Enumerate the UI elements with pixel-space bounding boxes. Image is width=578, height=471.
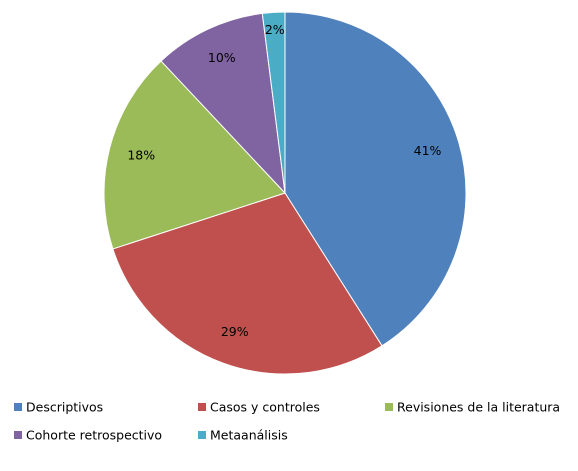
legend-label: Casos y controles xyxy=(210,400,320,415)
legend-swatch xyxy=(14,403,22,411)
legend-label: Descriptivos xyxy=(26,400,103,415)
data-label: 29% xyxy=(221,324,249,339)
pie-slice xyxy=(103,60,286,250)
legend-swatch xyxy=(14,431,22,439)
data-label: 10% xyxy=(208,50,236,65)
legend-label: Metaanálisis xyxy=(210,428,288,443)
data-label: 2% xyxy=(265,22,285,37)
pie-slice xyxy=(160,12,286,195)
pie-slice xyxy=(284,11,467,347)
legend-swatch xyxy=(198,403,206,411)
data-label: 41% xyxy=(414,143,442,158)
data-label: 18% xyxy=(127,148,155,163)
legend-label: Cohorte retrospectivo xyxy=(26,428,162,443)
legend-label: Revisiones de la literatura xyxy=(397,400,560,415)
legend-swatch xyxy=(385,403,393,411)
legend-swatch xyxy=(198,431,206,439)
pie-slice xyxy=(261,11,286,194)
pie-slice xyxy=(112,192,383,375)
